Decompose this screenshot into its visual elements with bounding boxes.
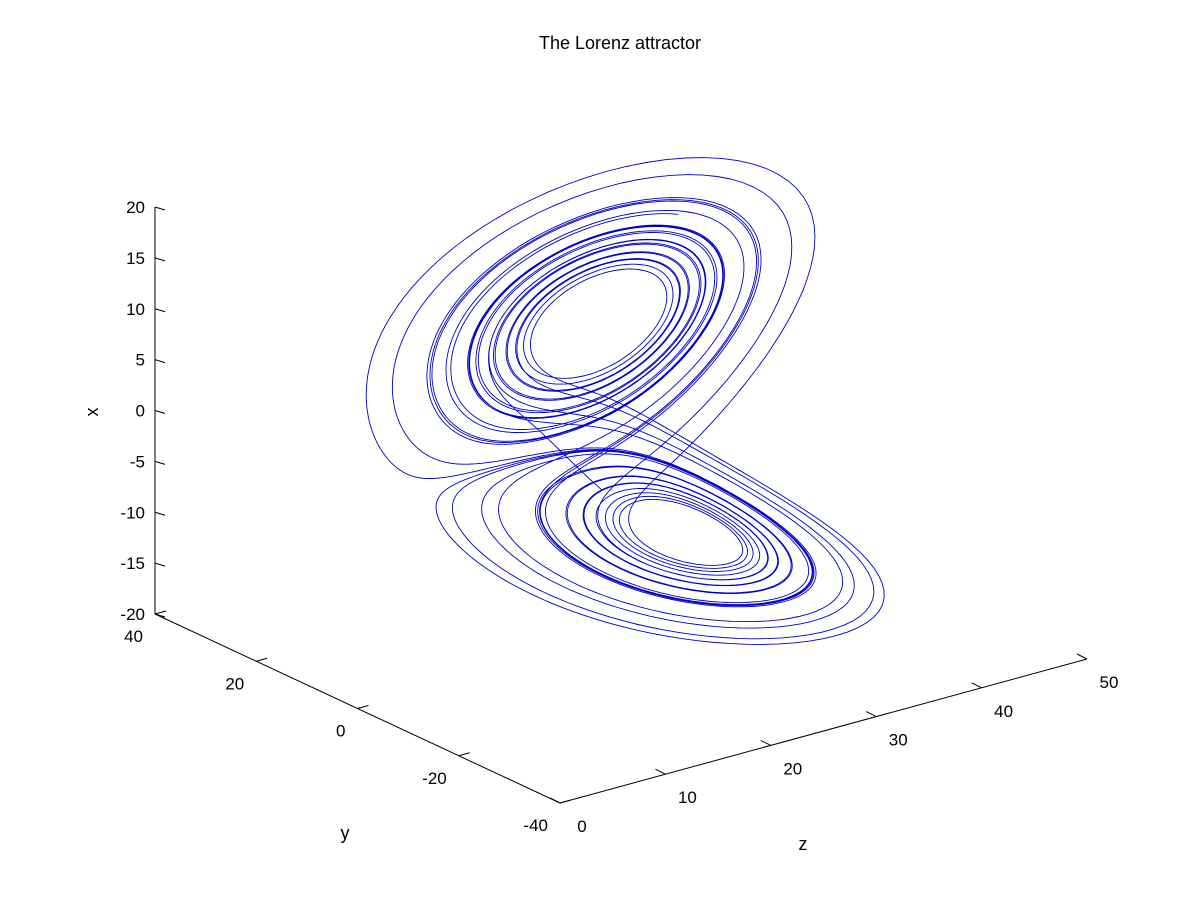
z-axis-tick-label: 50 <box>1100 673 1119 692</box>
x-axis-tick <box>154 410 166 414</box>
z-axis-tick <box>549 797 561 804</box>
x-axis-tick-label: 5 <box>136 351 145 370</box>
z-axis-line <box>559 658 1088 804</box>
x-axis-tick <box>154 613 166 618</box>
z-axis-tick-label: 40 <box>994 702 1013 721</box>
x-axis-tick <box>154 359 166 364</box>
x-axis-tick-label: 20 <box>126 198 145 217</box>
z-axis-tick <box>971 682 982 689</box>
x-axis-label: x <box>82 408 102 417</box>
y-axis-tick <box>256 657 268 662</box>
x-axis-tick <box>154 308 166 313</box>
y-axis-tick <box>458 752 470 757</box>
x-axis-tick-label: 0 <box>136 402 145 421</box>
z-axis-tick <box>1076 653 1088 660</box>
z-axis-tick <box>655 768 666 775</box>
y-axis-tick-label: -40 <box>523 816 548 835</box>
y-axis-tick <box>559 799 572 804</box>
z-axis-tick <box>865 711 877 718</box>
y-axis-tick-label: -20 <box>422 769 447 788</box>
z-axis-tick-label: 0 <box>577 817 586 836</box>
x-axis-tick-label: -15 <box>120 554 145 573</box>
x-axis-tick-label: -5 <box>130 452 145 471</box>
y-axis-tick-label: 40 <box>124 627 143 646</box>
x-axis-tick <box>154 257 166 262</box>
x-axis-tick <box>154 562 166 567</box>
z-axis-tick <box>760 739 772 746</box>
x-axis-tick-label: 15 <box>126 249 145 268</box>
z-axis-tick-label: 30 <box>889 731 908 750</box>
z-axis-tick-label: 10 <box>678 788 697 807</box>
ticks-group <box>154 206 1088 804</box>
y-axis-tick-label: 20 <box>225 674 244 693</box>
x-axis-tick <box>154 511 166 516</box>
tick-labels-group: -20 -15 -10 -5 0 5 10 15 20 -40 -20 0 20 40 0 10 20 30 40 5… <box>120 198 1118 836</box>
x-axis-tick-label: 10 <box>126 300 145 319</box>
y-axis-label: y <box>341 823 350 843</box>
chart-title: The Lorenz attractor <box>539 33 701 53</box>
y-axis-tick-label: 0 <box>336 722 345 741</box>
x-axis-tick-label: -20 <box>120 605 145 624</box>
y-axis-tick <box>357 705 369 709</box>
x-axis-tick <box>154 460 166 465</box>
x-axis-tick-label: -10 <box>120 503 145 522</box>
z-axis-tick-label: 20 <box>783 759 802 778</box>
axes-group <box>154 207 1088 804</box>
y-axis-tick <box>154 610 167 615</box>
lorenz-trajectory-line <box>365 157 885 645</box>
z-axis-label: z <box>799 834 808 854</box>
x-axis-tick <box>154 206 166 211</box>
